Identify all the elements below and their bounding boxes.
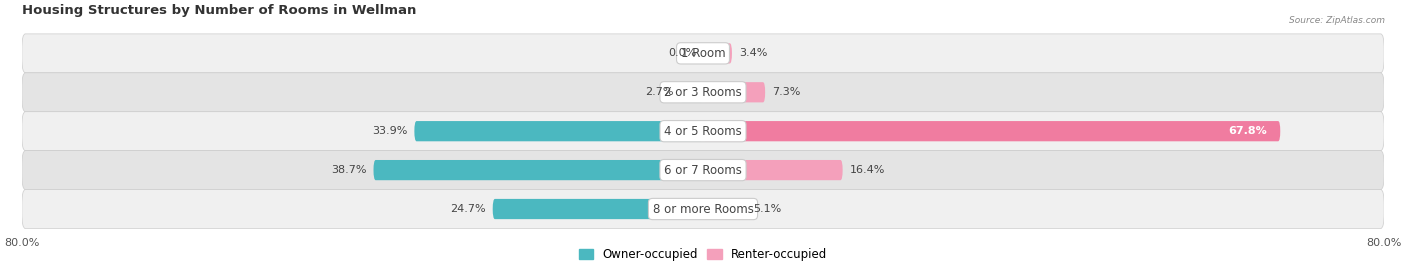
Text: 24.7%: 24.7% bbox=[450, 204, 486, 214]
Text: 7.3%: 7.3% bbox=[772, 87, 800, 97]
FancyBboxPatch shape bbox=[681, 82, 703, 102]
FancyBboxPatch shape bbox=[415, 121, 703, 141]
FancyBboxPatch shape bbox=[22, 151, 1384, 190]
Text: 2.7%: 2.7% bbox=[645, 87, 673, 97]
Text: 33.9%: 33.9% bbox=[373, 126, 408, 136]
FancyBboxPatch shape bbox=[492, 199, 703, 219]
FancyBboxPatch shape bbox=[374, 160, 703, 180]
Text: Source: ZipAtlas.com: Source: ZipAtlas.com bbox=[1289, 16, 1385, 25]
FancyBboxPatch shape bbox=[703, 199, 747, 219]
Text: Housing Structures by Number of Rooms in Wellman: Housing Structures by Number of Rooms in… bbox=[22, 4, 416, 17]
Text: 2 or 3 Rooms: 2 or 3 Rooms bbox=[664, 86, 742, 99]
Text: 1 Room: 1 Room bbox=[681, 47, 725, 60]
Text: 67.8%: 67.8% bbox=[1229, 126, 1267, 136]
Text: 6 or 7 Rooms: 6 or 7 Rooms bbox=[664, 164, 742, 177]
FancyBboxPatch shape bbox=[703, 82, 765, 102]
FancyBboxPatch shape bbox=[22, 190, 1384, 228]
FancyBboxPatch shape bbox=[703, 43, 733, 63]
Text: 8 or more Rooms: 8 or more Rooms bbox=[652, 202, 754, 215]
FancyBboxPatch shape bbox=[22, 34, 1384, 73]
Legend: Owner-occupied, Renter-occupied: Owner-occupied, Renter-occupied bbox=[574, 243, 832, 265]
Text: 3.4%: 3.4% bbox=[738, 48, 768, 58]
FancyBboxPatch shape bbox=[703, 121, 1281, 141]
FancyBboxPatch shape bbox=[22, 112, 1384, 151]
FancyBboxPatch shape bbox=[703, 160, 842, 180]
FancyBboxPatch shape bbox=[22, 73, 1384, 112]
Text: 5.1%: 5.1% bbox=[754, 204, 782, 214]
Text: 38.7%: 38.7% bbox=[332, 165, 367, 175]
Text: 4 or 5 Rooms: 4 or 5 Rooms bbox=[664, 125, 742, 138]
Text: 16.4%: 16.4% bbox=[849, 165, 884, 175]
Text: 0.0%: 0.0% bbox=[668, 48, 696, 58]
